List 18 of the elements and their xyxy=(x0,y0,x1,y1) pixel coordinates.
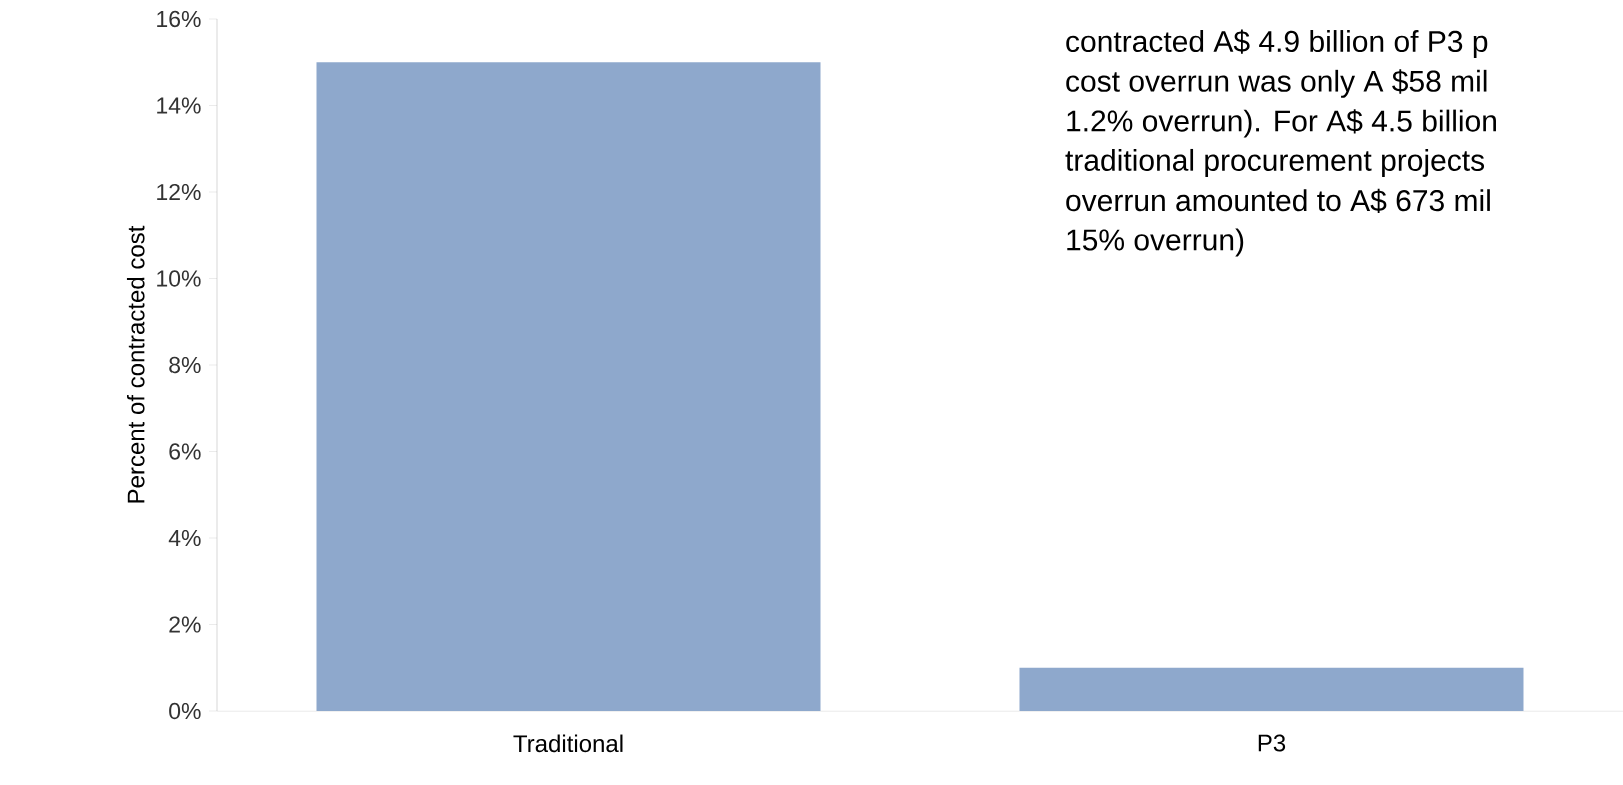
annotation: contracted A$ 4.9 billion of P3 p xyxy=(1066,29,1488,59)
y-axis-title: Percent of contracted cost xyxy=(126,225,145,503)
y-tick-label: 12% xyxy=(157,183,201,201)
y-tick-label: 4% xyxy=(168,529,201,547)
annotation: overrun amounted to A$ 673 mil xyxy=(1066,188,1490,214)
y-tick-label: 0% xyxy=(169,702,201,720)
x-tick-label: P3 xyxy=(1258,734,1286,752)
annotation: traditional procurement projects xyxy=(1065,148,1485,177)
y-tick-label: 2% xyxy=(169,616,201,633)
y-tick-label: 8% xyxy=(169,356,201,374)
y-tick-label: 14% xyxy=(157,97,201,114)
y-tick-label: 6% xyxy=(169,443,201,460)
x-tick-label: Traditional xyxy=(513,734,623,753)
annotation: cost overrun was only A $58 mil xyxy=(1066,69,1487,98)
y-tick-label: 10% xyxy=(157,270,201,287)
y-tick-label: 16% xyxy=(157,10,201,28)
annotation: 15% overrun) xyxy=(1067,228,1244,257)
annotation: 1.2% overrun). For A$ 4.5 billion xyxy=(1067,109,1496,138)
